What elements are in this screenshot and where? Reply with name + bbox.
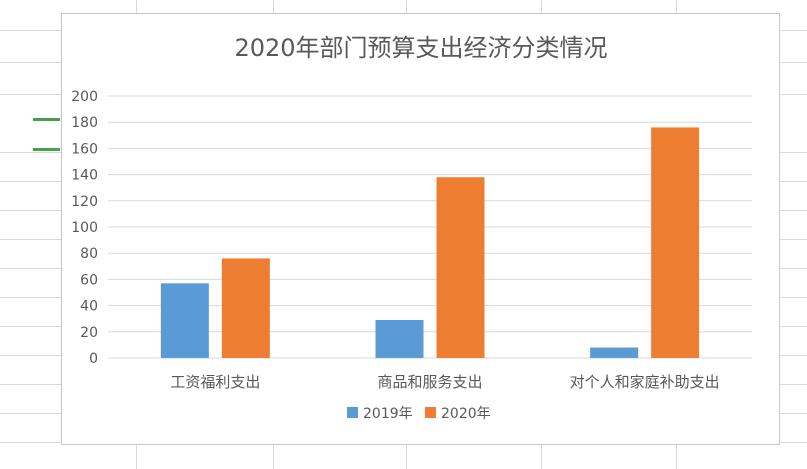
y-tick-label: 160 [71, 141, 98, 157]
x-category-label: 工资福利支出 [170, 373, 260, 391]
x-category-label: 商品和服务支出 [377, 373, 482, 391]
bar-chart: 2020年部门预算支出经济分类情况 0 20 40 60 80 100 120 140 160 1… [71, 34, 752, 422]
x-axis-categories: 工资福利支出 商品和服务支出 对个人和家庭补助支出 [170, 373, 719, 391]
y-tick-label: 80 [80, 246, 98, 262]
bar [160, 283, 209, 358]
y-axis-ticks: 0 20 40 60 80 100 120 140 160 180 200 [71, 89, 98, 367]
y-tick-label: 40 [80, 299, 98, 315]
legend: 2019年 2020年 [347, 406, 491, 422]
bar [651, 127, 700, 358]
chart-area[interactable]: 2020年部门预算支出经济分类情况 0 20 40 60 80 100 120 140 160 1… [61, 13, 780, 445]
bar [221, 258, 270, 358]
bar [436, 177, 485, 358]
y-gridlines [108, 95, 752, 359]
legend-label: 2019年 [363, 406, 413, 422]
chart-title: 2020年部门预算支出经济分类情况 [234, 34, 607, 62]
y-tick-label: 140 [71, 168, 98, 184]
y-tick-label: 200 [71, 89, 98, 105]
y-tick-label: 60 [80, 272, 98, 288]
y-tick-label: 100 [71, 220, 98, 236]
y-tick-label: 120 [71, 194, 98, 210]
bar [375, 320, 424, 358]
row-highlight-mark [33, 118, 60, 121]
legend-label: 2020年 [441, 406, 491, 422]
y-tick-label: 20 [80, 325, 98, 341]
row-highlight-mark [33, 148, 60, 151]
bar [590, 347, 639, 358]
y-tick-label: 0 [89, 351, 98, 367]
x-category-label: 对个人和家庭补助支出 [570, 373, 720, 391]
legend-swatch [347, 407, 358, 418]
y-tick-label: 180 [71, 115, 98, 131]
legend-swatch [425, 407, 436, 418]
bars [160, 127, 700, 358]
